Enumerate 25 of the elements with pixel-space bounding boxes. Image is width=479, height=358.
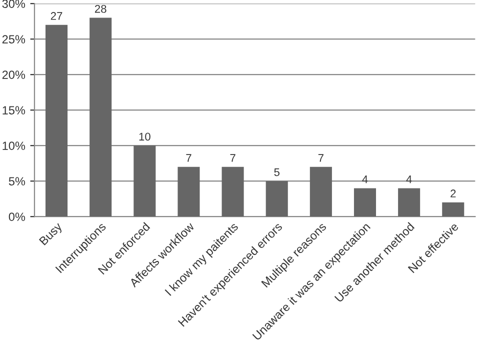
bar [90,18,112,217]
bar [398,188,420,217]
bar [222,166,244,217]
bar [442,202,464,217]
data-label: 10 [139,132,150,141]
y-tick-label: 20% [2,70,26,79]
bar [266,181,288,217]
bar [310,166,332,217]
bar [46,24,68,217]
data-label: 27 [50,12,62,20]
y-tick-label: 30% [2,0,26,8]
bar [354,188,376,217]
data-label: 7 [318,154,324,162]
y-tick-label: 0% [8,212,26,221]
y-tick-label: 10% [2,142,26,150]
bar [178,166,200,217]
data-label: 7 [186,154,192,162]
data-label: 2 [450,190,456,198]
data-label: 7 [230,154,236,162]
y-tick-label: 5% [8,177,26,186]
y-tick-label: 25% [2,35,26,44]
bar [134,146,156,217]
y-tick-label: 15% [2,106,26,114]
data-label: 5 [274,168,280,176]
data-label: 28 [94,4,106,13]
